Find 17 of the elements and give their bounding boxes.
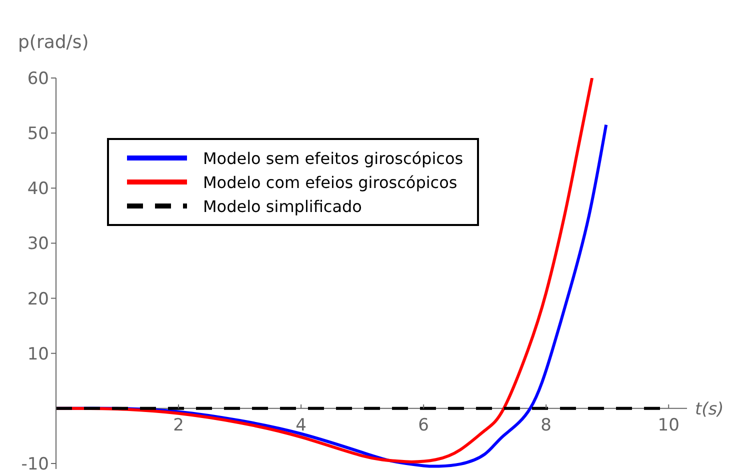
- x-tick-label: 10: [658, 415, 680, 436]
- x-tick-label: 4: [296, 415, 306, 436]
- y-tick-label: 30: [27, 234, 49, 254]
- y-tick-label: 50: [27, 124, 49, 144]
- x-axis-title: t(s): [695, 399, 724, 420]
- y-tick-label: -10: [21, 454, 49, 475]
- x-tick-label: 2: [173, 415, 184, 436]
- y-tick-label: 40: [27, 179, 49, 200]
- y-tick-label: 20: [27, 289, 49, 310]
- y-axis-title: p(rad/s): [18, 32, 89, 53]
- y-tick-label: 60: [27, 69, 49, 90]
- legend-label: Modelo simplificado: [203, 196, 362, 216]
- legend-label: Modelo com efeios giroscópicos: [203, 172, 458, 192]
- y-tick-label: 10: [27, 344, 49, 364]
- legend-label: Modelo sem efeitos giroscópicos: [203, 148, 464, 168]
- x-tick-label: 8: [540, 415, 552, 436]
- x-tick-label: 6: [418, 415, 429, 436]
